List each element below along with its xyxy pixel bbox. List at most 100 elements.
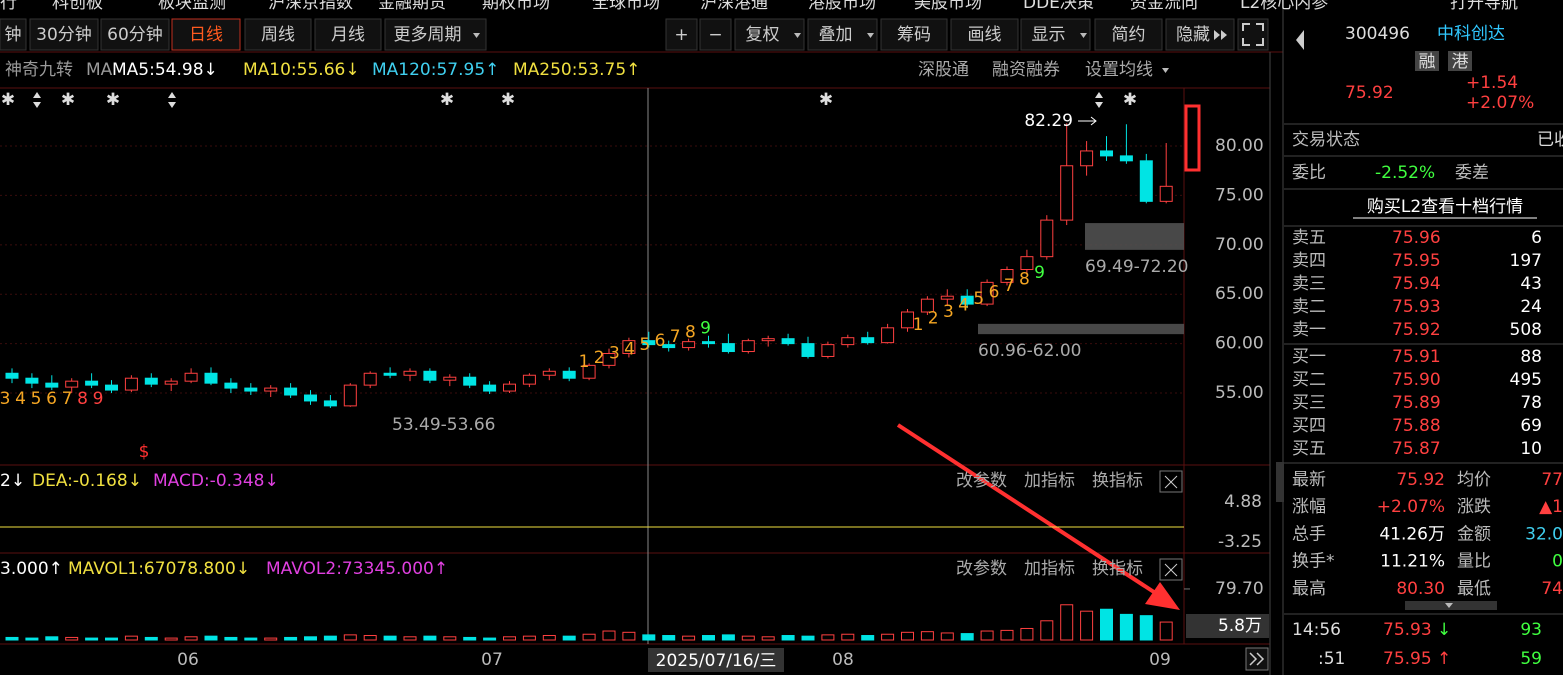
menu-item[interactable]: 沪深港通 [700, 0, 768, 13]
tool-button-label[interactable]: 简约 [1112, 25, 1146, 45]
tool-button-label[interactable]: + [674, 25, 688, 45]
volume-bar [662, 635, 676, 641]
highlight-box [1184, 104, 1201, 172]
menu-item[interactable]: 资金流向 [1130, 0, 1198, 13]
td-count: 9 [93, 389, 104, 409]
menu-item[interactable]: 美股市场 [914, 0, 982, 13]
indicator-button[interactable]: 加指标 [1024, 559, 1075, 579]
y-tick-label: -3.25 [1218, 532, 1262, 552]
candle-body [1159, 185, 1173, 202]
candle-body [483, 384, 497, 392]
indicator-button[interactable]: 改参数 [956, 559, 1007, 579]
menu-item[interactable]: 科创板 [52, 0, 103, 13]
stat: 75.92 [1396, 470, 1445, 490]
menu-item[interactable]: 板块监测 [158, 0, 226, 13]
menu-item[interactable]: 沪深京指数 [268, 0, 353, 13]
tool-button[interactable] [1020, 18, 1091, 51]
stat: 最高 [1292, 579, 1326, 599]
td-count: 6 [655, 331, 666, 351]
menu-item[interactable]: 行 [0, 0, 17, 13]
price-zone [1085, 223, 1184, 250]
volume-bar [881, 633, 895, 641]
level-volume: 69 [1520, 416, 1542, 436]
menu-item[interactable]: DDE决策 [1023, 0, 1094, 13]
volume-bar [65, 636, 79, 641]
menu-item[interactable]: 全球市场 [592, 0, 660, 13]
ma-legend: 神奇九转 [5, 60, 73, 80]
menu-item[interactable]: L2核心内参 [1240, 0, 1328, 13]
tab[interactable] [0, 18, 27, 51]
volume-bar [901, 631, 914, 641]
period-tab[interactable]: 60分钟 [107, 25, 163, 45]
tool-button-label[interactable]: 显示 [1032, 25, 1066, 45]
tool-button[interactable] [665, 18, 698, 51]
tool-button[interactable] [734, 18, 805, 51]
tool-button[interactable] [699, 18, 732, 51]
period-tab[interactable]: 周线 [261, 25, 295, 45]
tool-button[interactable] [1094, 18, 1163, 51]
tool-button-label[interactable]: 画线 [968, 25, 1002, 45]
tab[interactable] [100, 18, 170, 51]
indicator-button[interactable]: 换指标 [1092, 471, 1143, 491]
indicator-value: 2↓ [0, 471, 25, 491]
indicator-button[interactable]: 换指标 [1092, 559, 1143, 579]
tool-button-label[interactable]: − [708, 25, 722, 45]
period-tab[interactable]: 日线 [189, 25, 223, 45]
stat: 0 [1552, 552, 1563, 572]
tab[interactable] [29, 18, 99, 51]
tool-button-label[interactable]: 叠加 [819, 25, 853, 45]
candle-body [582, 364, 596, 379]
period-tab[interactable]: 30分钟 [36, 25, 92, 45]
period-tab[interactable]: 月线 [331, 25, 365, 45]
stat: 11.21% [1380, 552, 1445, 572]
close-button[interactable] [1159, 558, 1183, 581]
tool-button[interactable] [950, 18, 1019, 51]
indicator-button[interactable]: 改参数 [956, 471, 1007, 491]
tool-button-label[interactable]: 筹码 [897, 25, 931, 45]
y-tick-label: 75.00 [1215, 185, 1264, 205]
candle-body [403, 370, 417, 376]
level-label: 卖四 [1292, 251, 1326, 271]
marker-icon: ✱ [440, 90, 454, 110]
link[interactable]: 融资融券 [992, 60, 1060, 80]
zone-label: 60.96-62.00 [978, 341, 1081, 361]
candle-body [920, 298, 934, 313]
candle-body [1040, 219, 1054, 258]
link[interactable]: 深股通 [918, 60, 969, 80]
dropdown-caret [867, 33, 874, 38]
volume-bar [642, 634, 656, 641]
candle-body [741, 340, 755, 353]
tab[interactable] [171, 18, 241, 51]
collapse-handle[interactable] [1276, 462, 1284, 502]
period-tab[interactable]: 钟 [5, 25, 22, 45]
menu-item[interactable]: 金融期货 [378, 0, 446, 13]
level-volume: 10 [1520, 439, 1542, 459]
candle-body [124, 377, 138, 391]
tab[interactable] [314, 18, 382, 51]
l2-link[interactable]: 购买L2查看十档行情 [1367, 197, 1523, 217]
back-arrow[interactable] [1296, 30, 1304, 50]
current-volume: 5.8万 [1218, 616, 1262, 636]
volume-bar [244, 637, 258, 641]
tab[interactable] [384, 18, 487, 51]
close-button[interactable] [1159, 470, 1183, 493]
volume-bar [1060, 604, 1074, 641]
candle-body [264, 387, 278, 392]
tool-button[interactable] [880, 18, 948, 51]
tool-button[interactable] [807, 18, 878, 51]
tab[interactable] [244, 18, 312, 51]
volume-bar [960, 633, 974, 641]
marker-icon [1095, 92, 1103, 108]
indicator-value: MAVOL2:73345.000↑ [266, 559, 448, 579]
menu-item[interactable]: 期权市场 [482, 0, 550, 13]
menu-item[interactable]: 港股市场 [808, 0, 876, 13]
period-tab[interactable]: 更多周期 [394, 25, 462, 45]
indicator-value: 3.000↑ [0, 559, 63, 579]
indicator-button[interactable]: 加指标 [1024, 471, 1075, 491]
candle-body [65, 380, 79, 388]
link[interactable]: 设置均线 [1085, 60, 1153, 80]
tool-button-label[interactable]: 隐藏 [1176, 25, 1210, 45]
tool-button-label[interactable]: 复权 [746, 25, 780, 45]
menu-item[interactable]: 打开导航 [1450, 0, 1518, 13]
